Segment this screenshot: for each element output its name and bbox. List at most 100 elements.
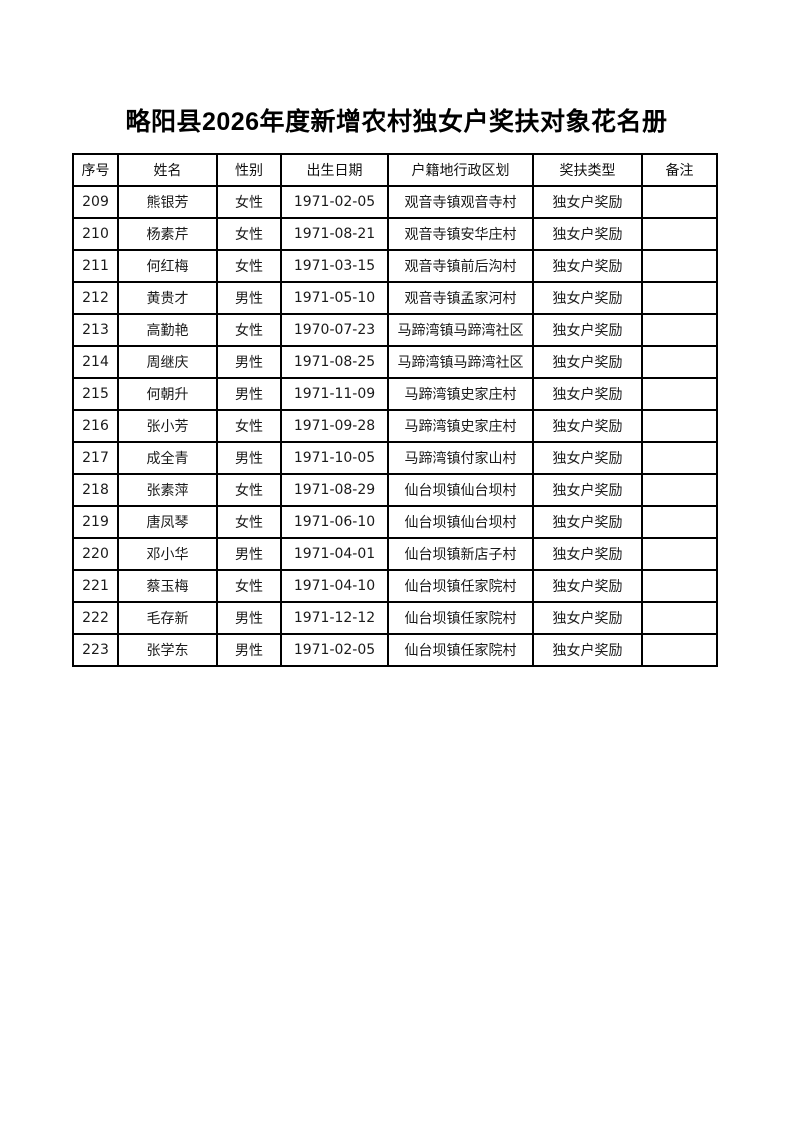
cell-region: 马蹄湾镇付家山村: [387, 441, 534, 475]
cell-birthdate: 1971-08-25: [280, 345, 389, 379]
table-row: 213 高勤艳 女性 1970-07-23 马蹄湾镇马蹄湾社区 独女户奖励: [72, 313, 718, 347]
cell-region: 观音寺镇观音寺村: [387, 185, 534, 219]
column-header-gender: 性别: [216, 153, 282, 187]
column-header-seq: 序号: [72, 153, 119, 187]
cell-reward-type: 独女户奖励: [532, 505, 643, 539]
table-row: 217 成全青 男性 1971-10-05 马蹄湾镇付家山村 独女户奖励: [72, 441, 718, 475]
cell-note: [641, 569, 718, 603]
cell-note: [641, 505, 718, 539]
cell-note: [641, 409, 718, 443]
cell-note: [641, 281, 718, 315]
table-row: 212 黄贵才 男性 1971-05-10 观音寺镇孟家河村 独女户奖励: [72, 281, 718, 315]
cell-note: [641, 441, 718, 475]
table-row: 209 熊银芳 女性 1971-02-05 观音寺镇观音寺村 独女户奖励: [72, 185, 718, 219]
cell-note: [641, 345, 718, 379]
table-row: 215 何朝升 男性 1971-11-09 马蹄湾镇史家庄村 独女户奖励: [72, 377, 718, 411]
cell-reward-type: 独女户奖励: [532, 537, 643, 571]
cell-reward-type: 独女户奖励: [532, 409, 643, 443]
cell-gender: 男性: [216, 441, 282, 475]
cell-birthdate: 1971-08-21: [280, 217, 389, 251]
column-header-name: 姓名: [117, 153, 218, 187]
cell-name: 唐凤琴: [117, 505, 218, 539]
cell-seq: 223: [72, 633, 119, 667]
cell-gender: 男性: [216, 377, 282, 411]
cell-birthdate: 1971-02-05: [280, 633, 389, 667]
cell-birthdate: 1971-03-15: [280, 249, 389, 283]
cell-note: [641, 633, 718, 667]
cell-seq: 215: [72, 377, 119, 411]
cell-seq: 216: [72, 409, 119, 443]
cell-gender: 女性: [216, 249, 282, 283]
table-row: 219 唐凤琴 女性 1971-06-10 仙台坝镇仙台坝村 独女户奖励: [72, 505, 718, 539]
cell-reward-type: 独女户奖励: [532, 185, 643, 219]
table-row: 211 何红梅 女性 1971-03-15 观音寺镇前后沟村 独女户奖励: [72, 249, 718, 283]
cell-birthdate: 1971-08-29: [280, 473, 389, 507]
cell-seq: 210: [72, 217, 119, 251]
cell-gender: 女性: [216, 505, 282, 539]
cell-seq: 219: [72, 505, 119, 539]
cell-note: [641, 185, 718, 219]
cell-reward-type: 独女户奖励: [532, 441, 643, 475]
cell-name: 何红梅: [117, 249, 218, 283]
cell-gender: 女性: [216, 185, 282, 219]
cell-region: 马蹄湾镇史家庄村: [387, 377, 534, 411]
cell-name: 成全青: [117, 441, 218, 475]
cell-name: 周继庆: [117, 345, 218, 379]
cell-region: 仙台坝镇新店子村: [387, 537, 534, 571]
table-row: 221 蔡玉梅 女性 1971-04-10 仙台坝镇任家院村 独女户奖励: [72, 569, 718, 603]
cell-reward-type: 独女户奖励: [532, 345, 643, 379]
cell-seq: 222: [72, 601, 119, 635]
cell-birthdate: 1971-06-10: [280, 505, 389, 539]
page-title: 略阳县2026年度新增农村独女户奖扶对象花名册: [125, 108, 668, 136]
cell-reward-type: 独女户奖励: [532, 281, 643, 315]
cell-note: [641, 313, 718, 347]
cell-region: 马蹄湾镇史家庄村: [387, 409, 534, 443]
cell-gender: 女性: [216, 313, 282, 347]
cell-region: 观音寺镇前后沟村: [387, 249, 534, 283]
cell-region: 仙台坝镇任家院村: [387, 633, 534, 667]
cell-seq: 220: [72, 537, 119, 571]
cell-note: [641, 537, 718, 571]
cell-birthdate: 1971-12-12: [280, 601, 389, 635]
cell-birthdate: 1971-02-05: [280, 185, 389, 219]
cell-birthdate: 1971-05-10: [280, 281, 389, 315]
cell-name: 何朝升: [117, 377, 218, 411]
cell-gender: 男性: [216, 633, 282, 667]
cell-birthdate: 1971-09-28: [280, 409, 389, 443]
column-header-note: 备注: [641, 153, 718, 187]
cell-region: 仙台坝镇任家院村: [387, 569, 534, 603]
cell-region: 观音寺镇安华庄村: [387, 217, 534, 251]
cell-name: 熊银芳: [117, 185, 218, 219]
cell-gender: 男性: [216, 345, 282, 379]
cell-gender: 男性: [216, 537, 282, 571]
cell-region: 马蹄湾镇马蹄湾社区: [387, 313, 534, 347]
table-row: 216 张小芳 女性 1971-09-28 马蹄湾镇史家庄村 独女户奖励: [72, 409, 718, 443]
column-header-birthdate: 出生日期: [280, 153, 389, 187]
header-row: 序号 姓名 性别 出生日期 户籍地行政区划 奖扶类型 备注: [72, 153, 718, 187]
cell-birthdate: 1971-04-01: [280, 537, 389, 571]
cell-gender: 女性: [216, 217, 282, 251]
cell-region: 仙台坝镇仙台坝村: [387, 505, 534, 539]
cell-birthdate: 1971-10-05: [280, 441, 389, 475]
cell-name: 张学东: [117, 633, 218, 667]
cell-reward-type: 独女户奖励: [532, 217, 643, 251]
cell-reward-type: 独女户奖励: [532, 377, 643, 411]
cell-name: 高勤艳: [117, 313, 218, 347]
cell-reward-type: 独女户奖励: [532, 569, 643, 603]
table-body: 209 熊银芳 女性 1971-02-05 观音寺镇观音寺村 独女户奖励 210…: [72, 185, 718, 667]
cell-name: 黄贵才: [117, 281, 218, 315]
cell-reward-type: 独女户奖励: [532, 473, 643, 507]
table-row: 214 周继庆 男性 1971-08-25 马蹄湾镇马蹄湾社区 独女户奖励: [72, 345, 718, 379]
cell-note: [641, 217, 718, 251]
roster-table: 序号 姓名 性别 出生日期 户籍地行政区划 奖扶类型 备注 209 熊银芳 女性…: [72, 153, 718, 667]
cell-name: 张小芳: [117, 409, 218, 443]
cell-gender: 女性: [216, 569, 282, 603]
cell-gender: 男性: [216, 281, 282, 315]
cell-name: 杨素芹: [117, 217, 218, 251]
cell-region: 仙台坝镇任家院村: [387, 601, 534, 635]
cell-seq: 217: [72, 441, 119, 475]
cell-note: [641, 473, 718, 507]
table-row: 210 杨素芹 女性 1971-08-21 观音寺镇安华庄村 独女户奖励: [72, 217, 718, 251]
column-header-reward-type: 奖扶类型: [532, 153, 643, 187]
